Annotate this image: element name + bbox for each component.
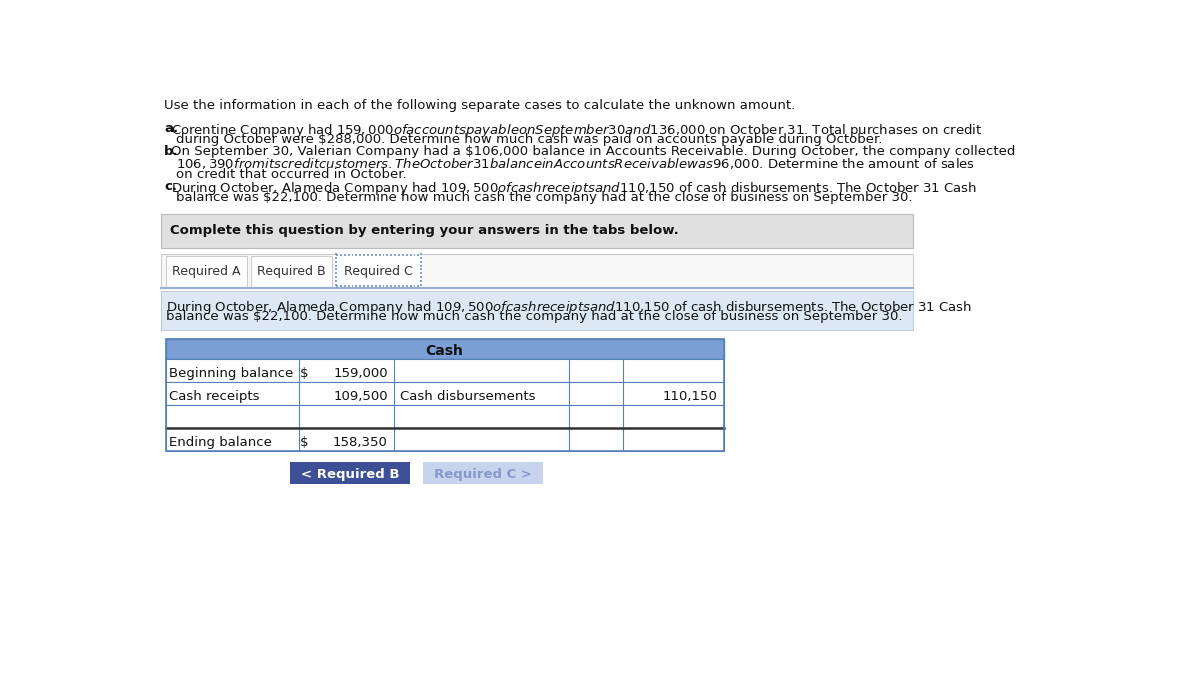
Bar — [290, 462, 410, 484]
Text: Complete this question by entering your answers in the tabs below.: Complete this question by entering your … — [170, 224, 679, 237]
Text: During October, Alameda Company had ⁠$⁠109,500 of cash receipts and ⁠$⁠110,150 o: During October, Alameda Company had ⁠$⁠1… — [170, 180, 977, 197]
Bar — [166, 382, 724, 405]
Text: Corentine Company had ⁠$⁠159,000 of accounts payable on September 30 and ⁠$⁠136,: Corentine Company had ⁠$⁠159,000 of acco… — [170, 121, 982, 139]
Text: Required C >: Required C > — [434, 468, 532, 480]
Text: during October were ⁠$⁠288,000. Determine how much cash was paid on accounts pay: during October were ⁠$⁠288,000. Determin… — [176, 133, 883, 146]
Text: 109,500: 109,500 — [334, 390, 388, 403]
Text: Required B: Required B — [257, 265, 325, 278]
Bar — [166, 359, 724, 382]
Text: Cash: Cash — [426, 344, 463, 358]
Text: Cash disbursements: Cash disbursements — [401, 390, 536, 403]
Text: Required C: Required C — [344, 265, 413, 278]
Bar — [161, 254, 913, 288]
Text: On September 30, Valerian Company had a ⁠$⁠106,000 balance in Accounts Receivabl: On September 30, Valerian Company had a … — [170, 145, 1015, 158]
Text: < Required B: < Required B — [301, 468, 400, 480]
Bar — [161, 291, 913, 330]
Text: Beginning balance: Beginning balance — [168, 366, 293, 380]
Bar — [166, 339, 724, 451]
Text: ⁠$⁠106,390 from its credit customers. The October 31 balance in Accounts Receiva: ⁠$⁠106,390 from its credit customers. Th… — [176, 156, 976, 171]
Text: b.: b. — [164, 145, 179, 158]
Bar — [166, 339, 724, 359]
Bar — [251, 256, 332, 287]
Bar — [336, 254, 421, 287]
Bar — [161, 214, 913, 248]
Text: $: $ — [300, 366, 308, 380]
Text: 110,150: 110,150 — [662, 390, 718, 403]
Text: a.: a. — [164, 121, 178, 135]
Bar — [166, 256, 247, 287]
Text: balance was $22,100. Determine how much cash the company had at the close of bus: balance was $22,100. Determine how much … — [166, 310, 902, 323]
Text: balance was ⁠$⁠22,100. Determine how much cash the company had at the close of b: balance was ⁠$⁠22,100. Determine how muc… — [176, 191, 913, 204]
Bar — [166, 428, 724, 451]
Bar — [422, 462, 542, 484]
Text: Required A: Required A — [172, 265, 240, 278]
Text: 159,000: 159,000 — [334, 366, 388, 380]
Text: $: $ — [300, 436, 308, 449]
Text: During October, Alameda Company had $109,500 of cash receipts and $110,150 of ca: During October, Alameda Company had $109… — [166, 299, 972, 316]
Text: on credit that occurred in October.: on credit that occurred in October. — [176, 167, 407, 180]
Text: Use the information in each of the following separate cases to calculate the unk: Use the information in each of the follo… — [164, 99, 796, 112]
Text: c.: c. — [164, 180, 176, 193]
Text: Cash receipts: Cash receipts — [168, 390, 259, 403]
Text: Ending balance: Ending balance — [168, 436, 271, 449]
Bar — [166, 405, 724, 428]
Text: 158,350: 158,350 — [334, 436, 388, 449]
